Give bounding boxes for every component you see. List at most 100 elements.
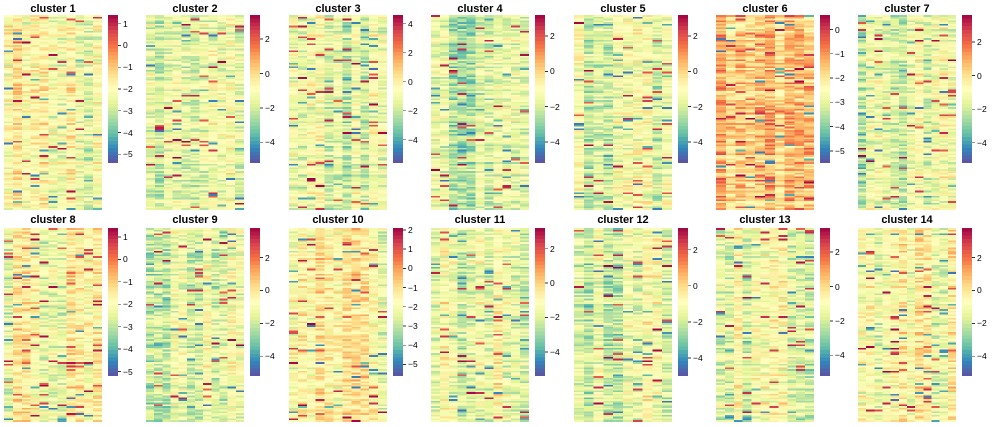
heatmap-cell xyxy=(217,163,227,166)
heatmap-cell xyxy=(520,27,529,30)
heatmap-cell xyxy=(172,50,182,53)
heatmap-cell xyxy=(12,119,23,122)
heatmap-cell xyxy=(484,18,494,21)
heatmap-cell xyxy=(75,171,85,174)
heatmap-cell xyxy=(154,176,165,179)
heatmap-cell xyxy=(431,139,441,142)
heatmap-cell xyxy=(75,91,85,94)
heatmap-cell xyxy=(457,149,467,152)
heatmap-cell xyxy=(466,133,476,136)
heatmap-cell xyxy=(378,15,387,18)
heatmap-cell xyxy=(163,29,174,32)
heatmap-cell xyxy=(511,172,521,175)
heatmap-cell xyxy=(208,87,218,90)
heatmap-cell xyxy=(48,126,58,129)
heatmap-cell xyxy=(457,126,467,129)
heatmap-cell xyxy=(172,29,182,32)
heatmap-cell xyxy=(84,155,94,158)
heatmap-cell xyxy=(439,27,450,30)
heatmap-cell xyxy=(324,130,334,133)
heatmap-cell xyxy=(190,69,200,73)
heatmap-cell xyxy=(172,54,182,57)
heatmap-cell xyxy=(199,105,209,108)
heatmap-cell xyxy=(439,132,450,135)
colorbar-step xyxy=(250,66,260,71)
heatmap-cell xyxy=(466,126,476,129)
heatmap-cell xyxy=(66,18,76,21)
heatmap-cell xyxy=(289,119,299,122)
heatmap-cell xyxy=(351,190,361,193)
heatmap-cell xyxy=(484,117,494,120)
heatmap-cell xyxy=(172,23,182,26)
heatmap-cell xyxy=(297,178,308,181)
heatmap-cell xyxy=(154,119,165,122)
heatmap-cell xyxy=(315,89,325,92)
heatmap-cell xyxy=(30,137,40,140)
heatmap-cell xyxy=(439,174,450,177)
heatmap-cell xyxy=(520,114,529,117)
heatmap-cell xyxy=(520,117,529,120)
heatmap-cell xyxy=(502,110,512,113)
heatmap-cell xyxy=(466,137,476,140)
heatmap-cell xyxy=(12,75,23,78)
heatmap-cell xyxy=(378,54,387,57)
heatmap-cell xyxy=(351,128,361,131)
heatmap-cell xyxy=(439,100,450,103)
heatmap-cell xyxy=(315,163,325,166)
heatmap-cell xyxy=(217,132,227,135)
heatmap-cell xyxy=(208,101,218,104)
heatmap-cell xyxy=(315,116,325,119)
heatmap-cell xyxy=(297,61,308,64)
heatmap-cell xyxy=(226,89,236,92)
heatmap-cell xyxy=(30,119,40,122)
heatmap-cell xyxy=(4,78,14,81)
heatmap-cell xyxy=(502,119,512,122)
heatmap-cell xyxy=(226,163,236,166)
heatmap-cell xyxy=(342,172,352,175)
heatmap-cell xyxy=(181,59,191,62)
heatmap-cell xyxy=(57,64,67,67)
heatmap-cell xyxy=(439,123,450,126)
colorbar-step xyxy=(250,129,260,134)
heatmap-cell xyxy=(48,181,58,184)
heatmap-cell xyxy=(493,146,503,149)
heatmap-cell xyxy=(431,84,441,87)
heatmap-cell xyxy=(163,41,174,44)
heatmap-cell xyxy=(235,68,244,71)
heatmap-cell xyxy=(484,52,494,55)
heatmap-cell xyxy=(502,84,512,87)
heatmap-cell xyxy=(289,197,299,200)
heatmap-cell xyxy=(484,105,494,108)
heatmap-cell xyxy=(84,34,94,37)
heatmap-cell xyxy=(4,174,14,177)
heatmap-cell xyxy=(39,105,49,108)
heatmap-cell xyxy=(315,208,325,210)
heatmap-cell xyxy=(12,69,23,73)
heatmap-cell xyxy=(457,147,467,151)
heatmap-cell xyxy=(520,169,529,172)
heatmap-cell xyxy=(199,146,209,149)
heatmap-cell xyxy=(208,27,218,30)
heatmap-cell xyxy=(511,46,521,49)
heatmap-cell xyxy=(502,132,512,135)
heatmap-cell xyxy=(172,202,182,205)
colorbar-step xyxy=(393,129,403,134)
heatmap-cell xyxy=(84,39,94,42)
heatmap-cell xyxy=(57,172,67,175)
colorbar-tick-label: 0 xyxy=(123,40,128,51)
heatmap-cell xyxy=(66,38,76,41)
heatmap-cell xyxy=(324,55,334,58)
heatmap-cell xyxy=(484,146,494,149)
heatmap-cell xyxy=(208,149,218,152)
heatmap-cell xyxy=(431,163,441,166)
heatmap-cell xyxy=(66,105,76,108)
heatmap-cell xyxy=(431,208,441,210)
heatmap-cell xyxy=(48,34,58,37)
heatmap-cell xyxy=(520,202,529,205)
heatmap-cell xyxy=(289,179,299,182)
heatmap-cell xyxy=(12,101,23,104)
heatmap-cell xyxy=(297,162,308,165)
heatmap-cell xyxy=(75,87,85,90)
heatmap-cell xyxy=(466,96,476,99)
heatmap-cell xyxy=(12,142,23,145)
